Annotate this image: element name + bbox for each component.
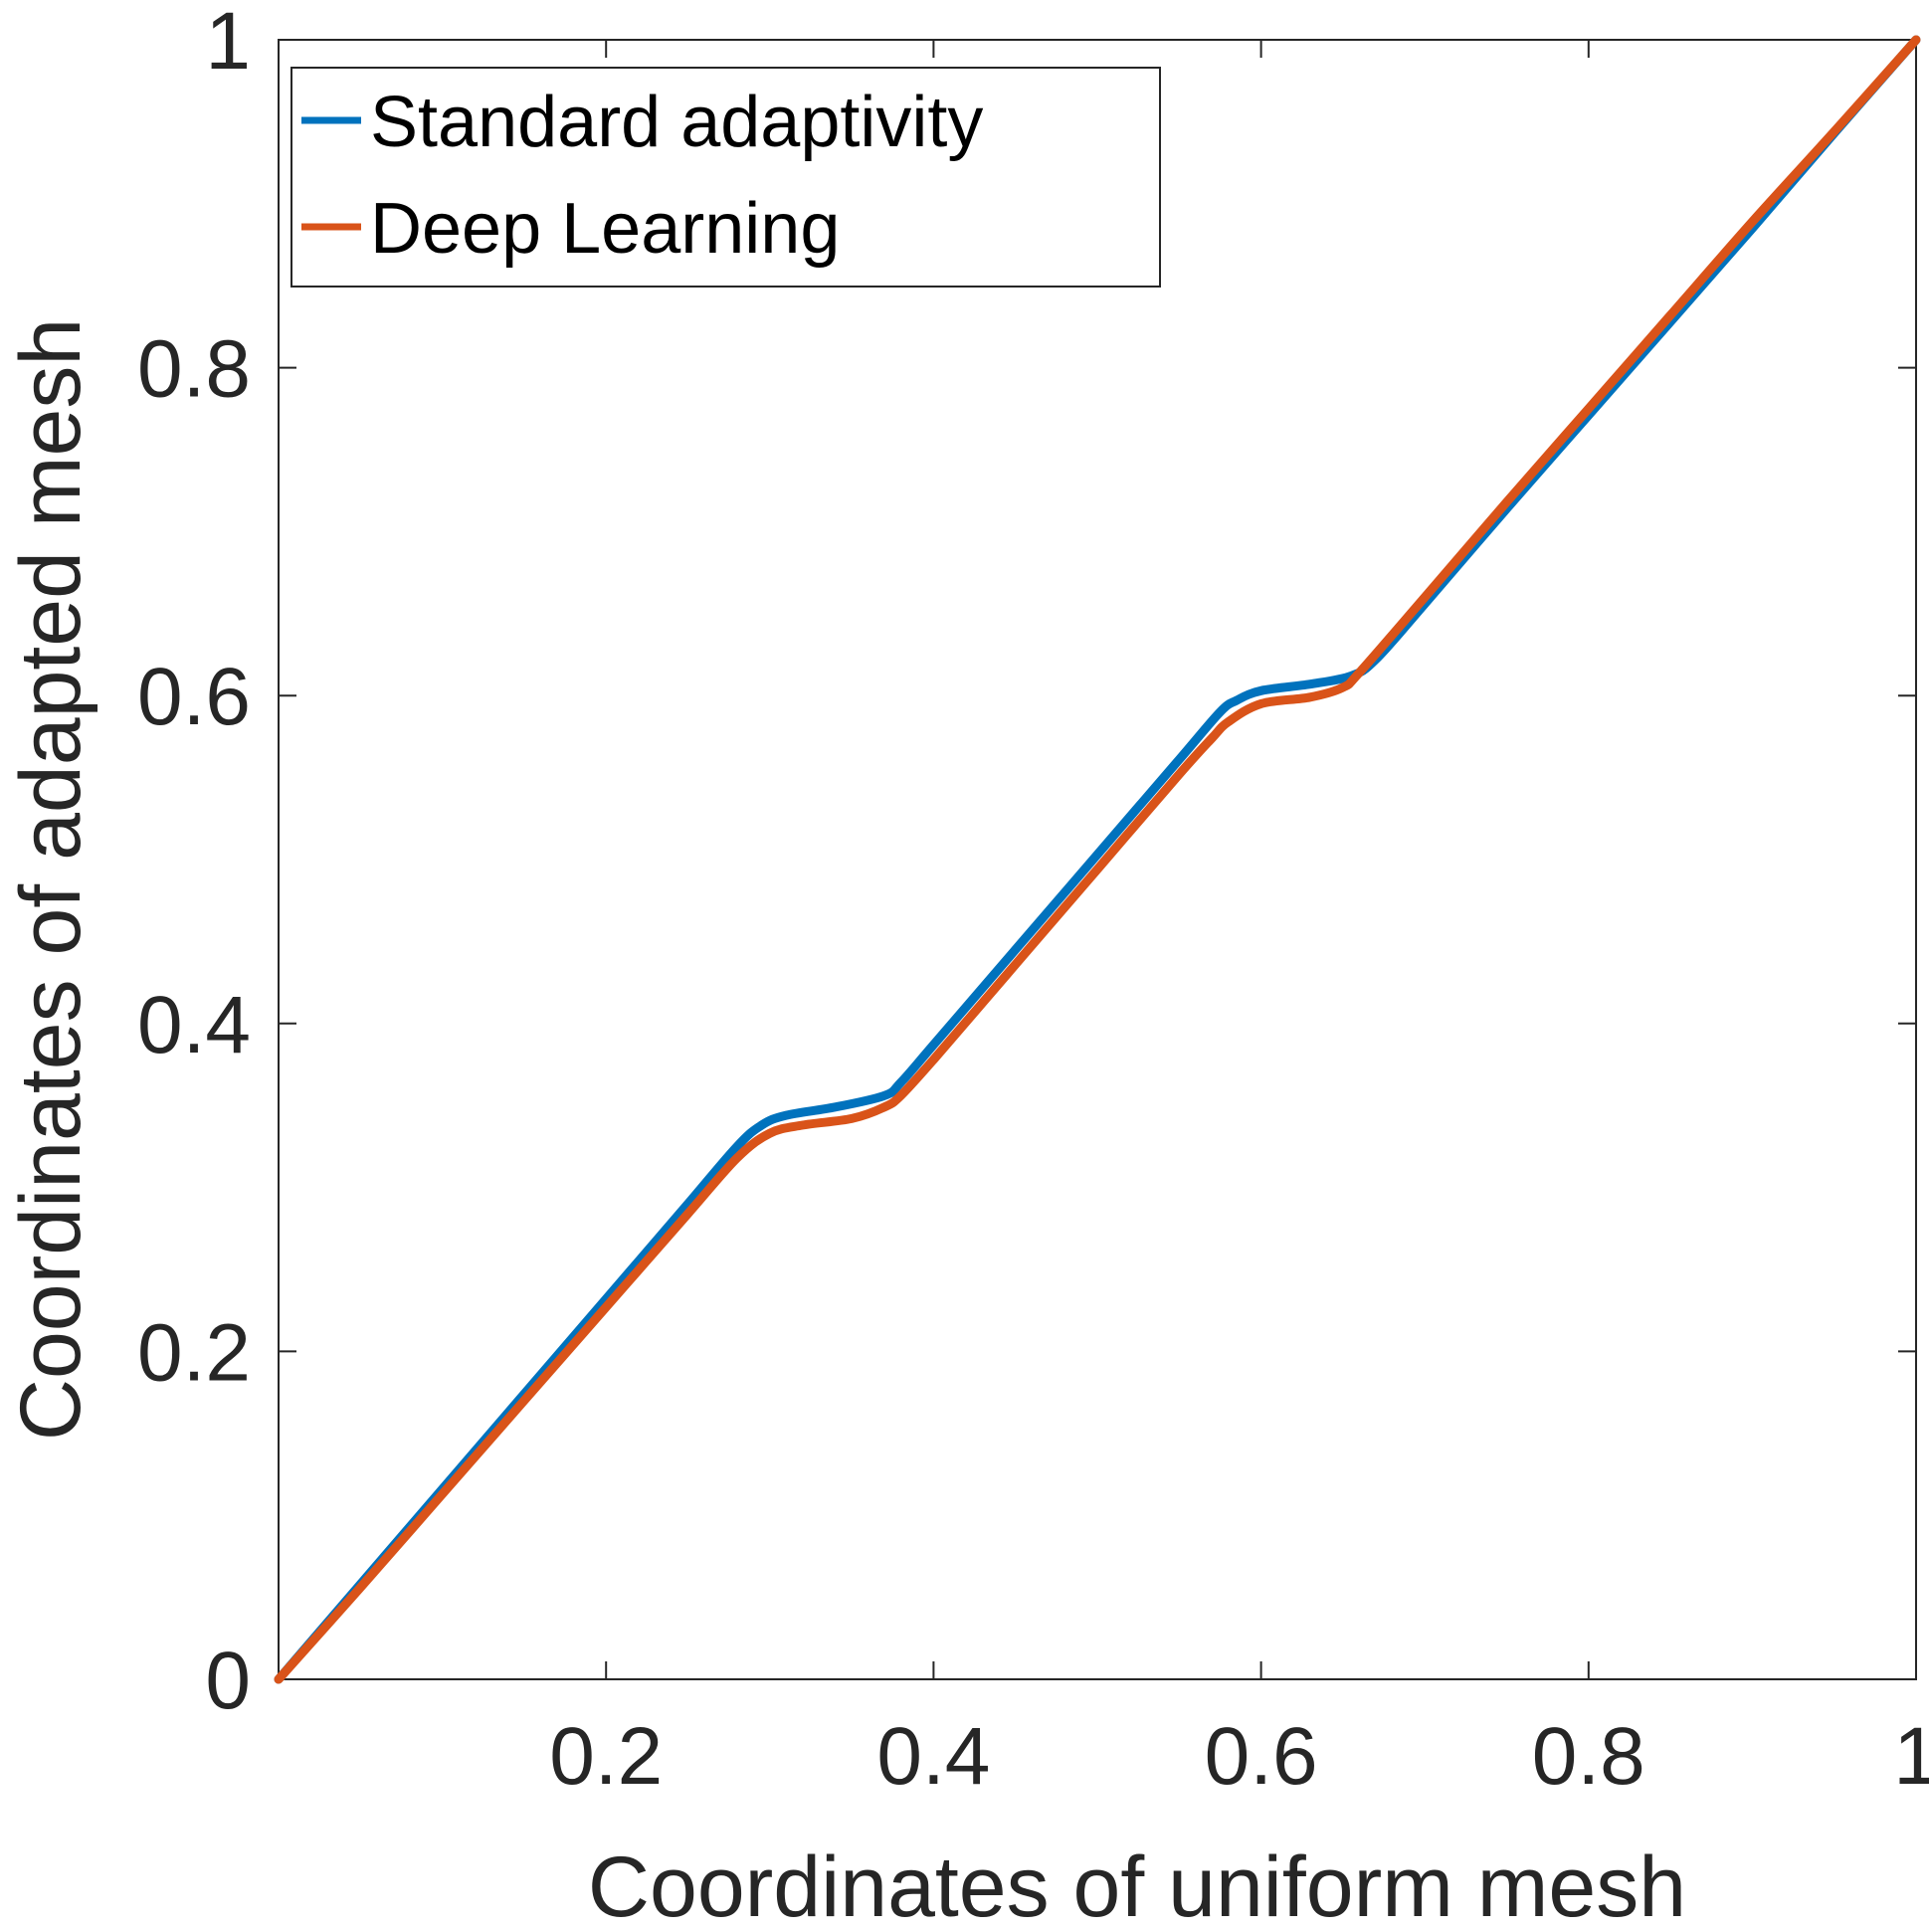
x-tick-label: 0.4: [876, 1711, 990, 1802]
y-tick-label: 1: [205, 0, 251, 87]
legend-label-standard-adaptivity: Standard adaptivity: [370, 83, 983, 162]
x-tick-label: 0.2: [549, 1711, 663, 1802]
y-tick-label: 0: [205, 1636, 251, 1726]
y-tick-label: 0.2: [137, 1307, 251, 1398]
y-tick-label: 0.8: [137, 324, 251, 415]
x-tick-label: 0.6: [1205, 1711, 1318, 1802]
series-layer: [274, 35, 1921, 1684]
legend-label-deep-learning: Deep Learning: [370, 189, 840, 269]
x-tick-label: 1: [1893, 1711, 1929, 1802]
x-tick-label: 0.8: [1532, 1711, 1645, 1802]
legend: Standard adaptivity Deep Learning: [290, 67, 1161, 288]
x-axis-label: Coordinates of uniform mesh: [588, 1839, 1686, 1932]
y-axis-label: Coordinates of adapted mesh: [3, 318, 98, 1441]
legend-box: [290, 67, 1161, 288]
y-tick-label: 0.4: [137, 980, 251, 1070]
series-line-deep-learning: [274, 35, 1921, 1684]
y-tick-label: 0.6: [137, 652, 251, 742]
axis-tick-labels: 0.2 0.4 0.6 0.8 1 0 0.2 0.4 0.6 0.8 1: [137, 0, 1929, 1802]
